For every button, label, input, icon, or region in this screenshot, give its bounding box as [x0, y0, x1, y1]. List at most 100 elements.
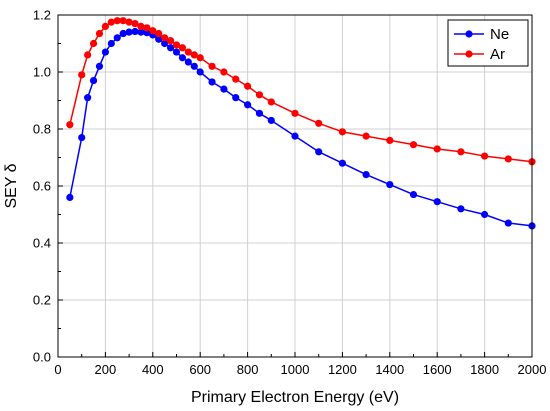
- data-point-ne: [166, 44, 175, 52]
- data-point-ar: [113, 17, 121, 25]
- data-point-ne: [267, 116, 275, 125]
- y-axis-title: SEY δ: [3, 163, 20, 208]
- data-point-ar: [386, 136, 394, 144]
- legend-label-ar: Ar: [490, 46, 505, 63]
- data-point-ar: [78, 71, 86, 79]
- data-point-ar: [149, 27, 157, 35]
- data-point-ar: [166, 37, 175, 45]
- data-point-ne: [184, 58, 192, 66]
- data-point-ne: [66, 193, 74, 201]
- data-point-ar: [178, 44, 187, 52]
- data-point-ne: [172, 48, 181, 56]
- data-point-ne: [113, 34, 121, 42]
- data-point-ar: [107, 18, 115, 26]
- data-point-ar: [267, 98, 275, 106]
- data-point-ne: [161, 39, 169, 48]
- data-point-ar: [137, 22, 145, 30]
- data-point-ar: [196, 54, 204, 62]
- data-point-ar: [155, 29, 163, 38]
- data-point-ne: [155, 35, 163, 43]
- data-point-ne: [89, 76, 98, 85]
- x-tick-label: 1000: [281, 362, 310, 377]
- data-point-ar: [172, 41, 181, 49]
- tick-layer: [57, 14, 533, 358]
- x-tick-label: 600: [189, 362, 211, 377]
- data-point-ar: [255, 91, 264, 99]
- data-point-ne: [433, 198, 441, 206]
- data-point-ne: [78, 133, 86, 142]
- data-point-ar: [208, 62, 216, 70]
- data-point-ne: [244, 101, 252, 109]
- data-point-ne: [220, 85, 228, 93]
- label-layer: 0 200 400 600 800 1000 1200 1400 1600 1800 2000 0.0…: [33, 8, 547, 378]
- legend: Ne Ar: [447, 19, 529, 67]
- data-point-ne: [190, 62, 198, 70]
- data-point-ar: [95, 29, 104, 38]
- data-point-ne: [178, 54, 187, 62]
- data-point-ar: [89, 39, 98, 48]
- data-point-ar: [101, 22, 109, 30]
- data-point-ar: [315, 119, 323, 127]
- data-point-ar: [143, 24, 151, 32]
- x-tick-label: 1400: [375, 362, 404, 377]
- series-layer: [66, 17, 536, 230]
- x-tick-label: 1800: [470, 362, 499, 377]
- y-tick-label: 0.4: [33, 236, 51, 251]
- grid-layer: [58, 15, 532, 357]
- data-point-ne: [504, 219, 512, 227]
- data-point-ne: [255, 109, 264, 117]
- legend-marker-ar: [465, 50, 473, 58]
- data-point-ne: [101, 48, 109, 56]
- legend-label-ne: Ne: [490, 26, 509, 43]
- data-point-ar: [433, 145, 441, 153]
- data-point-ne: [315, 148, 323, 156]
- x-tick-label: 200: [95, 362, 117, 377]
- data-point-ne: [196, 68, 204, 76]
- x-tick-label: 0: [54, 362, 61, 377]
- data-point-ne: [338, 159, 346, 167]
- data-point-ar: [362, 132, 370, 140]
- data-point-ar: [190, 51, 198, 59]
- data-point-ne: [107, 39, 115, 48]
- data-point-ne: [232, 94, 240, 102]
- data-point-ne: [291, 132, 299, 140]
- y-tick-label: 0.8: [33, 122, 51, 137]
- data-point-ar: [457, 148, 465, 156]
- x-tick-label: 2000: [518, 362, 547, 377]
- data-point-ar: [125, 18, 133, 26]
- y-tick-label: 1.0: [33, 65, 51, 80]
- x-tick-label: 1200: [328, 362, 357, 377]
- data-point-ne: [362, 171, 370, 179]
- data-point-ar: [244, 82, 252, 90]
- x-tick-label: 400: [142, 362, 164, 377]
- data-point-ar: [220, 68, 228, 76]
- data-point-ar: [291, 109, 299, 117]
- legend-marker-ne: [465, 30, 473, 38]
- data-point-ne: [125, 28, 133, 36]
- x-axis-title: Primary Electron Energy (eV): [191, 389, 399, 406]
- data-point-ar: [504, 155, 512, 163]
- y-tick-label: 0.6: [33, 179, 51, 194]
- data-point-ne: [131, 27, 139, 36]
- x-tick-label: 1600: [423, 362, 452, 377]
- data-point-ar: [184, 48, 192, 56]
- data-point-ar: [66, 121, 74, 129]
- legend-box: [447, 19, 529, 67]
- data-point-ar: [131, 19, 139, 28]
- data-point-ne: [119, 29, 127, 38]
- data-point-ar: [481, 152, 489, 160]
- data-point-ar: [409, 141, 418, 149]
- data-point-ne: [95, 62, 104, 70]
- data-point-ne: [409, 190, 418, 199]
- y-tick-label: 1.2: [33, 8, 51, 23]
- y-tick-label: 0.0: [33, 350, 51, 365]
- data-point-ar: [232, 75, 240, 83]
- data-point-ne: [386, 180, 394, 189]
- x-tick-label: 800: [237, 362, 259, 377]
- data-point-ar: [84, 51, 92, 59]
- data-point-ar: [338, 128, 346, 136]
- data-point-ne: [208, 78, 216, 86]
- y-tick-label: 0.2: [33, 293, 51, 308]
